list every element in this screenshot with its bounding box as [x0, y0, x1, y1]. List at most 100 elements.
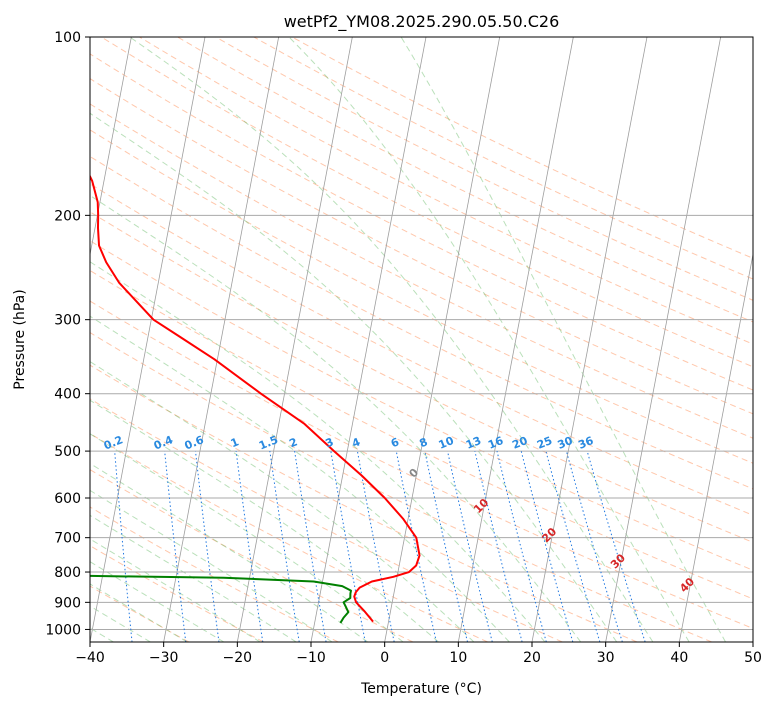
isotherm-line — [310, 37, 427, 642]
mixing-ratio-line — [235, 451, 264, 642]
dry-adiabat — [90, 433, 488, 642]
y-axis: 100 200 300 400 500 600 700 800 900 1000 — [45, 30, 90, 638]
y-tick-label: 100 — [54, 30, 81, 46]
mixing-ratio-label: 1 — [229, 435, 241, 450]
mixing-ratio-label: 20 — [510, 434, 529, 452]
profile-series — [90, 174, 421, 624]
dry-adiabat — [90, 211, 753, 543]
dry-adiabat — [139, 37, 753, 345]
mixing-ratio-label: 10 — [437, 434, 456, 452]
moist-adiabat — [288, 37, 690, 642]
dry-adiabat — [90, 364, 638, 642]
wetbulb-label: 40 — [677, 575, 697, 595]
mixing-ratio-line — [496, 450, 547, 642]
dry-adiabat — [90, 269, 753, 600]
moist-adiabat — [90, 399, 439, 642]
isotherm-line — [384, 37, 501, 642]
y-tick-label: 1000 — [45, 622, 81, 638]
dry-adiabat — [177, 37, 753, 323]
y-tick-label: 300 — [54, 313, 81, 329]
moist-adiabat — [90, 433, 404, 642]
x-tick-label: −10 — [296, 650, 326, 666]
mixing-ratio-line — [447, 450, 493, 642]
y-tick-label: 700 — [54, 531, 81, 547]
dry-adiabat — [215, 37, 753, 301]
dry-adiabat — [90, 398, 563, 642]
mixing-ratio-label: 16 — [486, 434, 505, 452]
y-tick-label: 900 — [54, 595, 81, 611]
mixing-ratio-line — [114, 451, 133, 642]
dry-adiabat — [90, 585, 190, 642]
isotherm-line — [605, 37, 722, 642]
mixing-ratio-line — [164, 451, 187, 642]
dry-adiabat — [90, 545, 264, 642]
y-tick-label: 200 — [54, 208, 81, 224]
profile-line — [90, 574, 352, 624]
mixing-ratio-line — [269, 451, 300, 642]
x-tick-label: −40 — [75, 650, 105, 666]
mixing-ratio-label: 6 — [389, 435, 401, 450]
mixing-ratio-line — [356, 451, 395, 642]
mixing-ratio-line — [565, 450, 623, 642]
mixing-ratio-label: 8 — [418, 435, 430, 450]
mixing-ratio-line — [194, 451, 220, 642]
moist-adiabat — [90, 583, 188, 642]
isotherm-line — [457, 37, 574, 642]
dry-adiabat — [90, 78, 753, 415]
dry-adiabat — [90, 240, 753, 571]
y-tick-label: 800 — [54, 565, 81, 581]
x-tick-label: −20 — [223, 650, 253, 666]
dry-adiabat — [291, 37, 753, 259]
x-tick-label: 0 — [380, 650, 389, 666]
mixing-ratio-line — [424, 450, 468, 642]
mixing-ratio-label: 4 — [350, 435, 362, 450]
isotherm-line — [90, 37, 132, 257]
mixing-ratio-label: 0.2 — [102, 433, 125, 452]
y-tick-label: 600 — [54, 491, 81, 507]
dry-adiabat — [90, 155, 753, 490]
isotherm-line — [678, 252, 753, 642]
x-tick-label: 30 — [597, 650, 615, 666]
x-tick-label: 20 — [523, 650, 541, 666]
moist-adiabat — [90, 112, 618, 642]
dry-adiabat — [90, 103, 753, 439]
dry-adiabat — [90, 300, 753, 630]
mixing-ratio-label: 0.4 — [152, 433, 175, 452]
mixing-ratio-label: 36 — [576, 434, 595, 452]
dry-adiabat — [90, 183, 753, 516]
moist-adiabat — [400, 37, 727, 642]
background-lines — [90, 37, 753, 642]
isotherm-line — [752, 639, 753, 642]
dry-adiabat — [90, 469, 414, 642]
dry-adiabat — [101, 37, 753, 368]
isotherm-line — [163, 37, 280, 642]
moist-adiabat — [90, 261, 546, 642]
mixing-ratio-label: 2 — [287, 435, 299, 450]
mixing-ratio-line — [520, 450, 574, 642]
chart-title: wetPf2_YM08.2025.290.05.50.C26 — [284, 12, 560, 32]
x-axis: −40 −30 −20 −10 0 10 20 30 40 50 — [75, 642, 762, 666]
moist-adiabat — [90, 561, 225, 642]
mixing-ratio-line — [586, 450, 646, 642]
wetbulb-label: 0 — [407, 466, 422, 481]
dry-adiabat — [90, 129, 753, 464]
x-tick-label: −30 — [149, 650, 179, 666]
y-tick-label: 500 — [54, 444, 81, 460]
moist-adiabat — [90, 462, 368, 642]
x-axis-label: Temperature (°C) — [360, 681, 482, 697]
moist-adiabat — [90, 361, 475, 642]
mixing-ratio-label: 25 — [535, 434, 554, 452]
plot-frame — [89, 36, 754, 643]
x-tick-label: 40 — [670, 650, 688, 666]
y-axis-label: Pressure (hPa) — [12, 289, 28, 389]
mixing-ratio-line — [294, 451, 327, 642]
isotherm-line — [531, 37, 648, 642]
x-tick-label: 50 — [744, 650, 762, 666]
moist-adiabat — [90, 538, 261, 642]
moist-adiabat — [129, 37, 654, 642]
isotherm-line — [236, 37, 353, 642]
dry-adiabat — [90, 332, 712, 642]
dry-adiabat — [90, 506, 339, 642]
mixing-ratio-label: 13 — [464, 434, 483, 452]
